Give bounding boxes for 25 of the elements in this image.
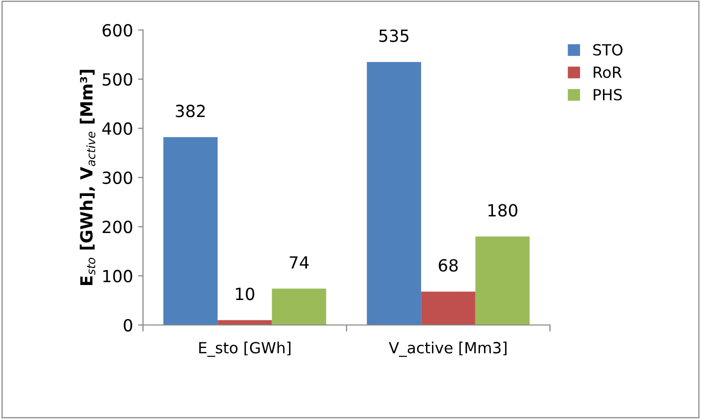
y-axis-title: E$_{sto}$ [GWh], V$_{active}$ [Mm³]: [80, 70, 96, 286]
bar: [163, 137, 218, 325]
legend-label: STO: [593, 44, 622, 56]
y-tick-label: 300: [102, 171, 132, 184]
bar: [421, 292, 476, 325]
data-label: 382: [176, 104, 205, 118]
bar: [366, 62, 422, 325]
bar: [272, 288, 326, 325]
y-tick-label: 100: [103, 270, 132, 282]
data-label: 10: [236, 288, 254, 300]
y-tick-label: 400: [102, 122, 132, 135]
legend-label: RoR: [594, 66, 622, 78]
y-tick-label: 200: [102, 220, 132, 234]
x-tick-label: E_sto [GWh]: [199, 342, 290, 357]
data-label: 180: [488, 204, 518, 217]
bar: [218, 320, 272, 325]
y-tick-label: 500: [102, 73, 132, 86]
data-label: 68: [438, 259, 458, 272]
y-tick-label: 0: [124, 318, 132, 332]
bar: [475, 236, 530, 325]
y-tick-label: 600: [102, 24, 132, 37]
data-label: 74: [290, 256, 309, 268]
legend-label: PHS: [594, 88, 622, 100]
data-label: 535: [379, 29, 408, 42]
x-tick-label: V_active [Mm3]: [388, 342, 506, 357]
